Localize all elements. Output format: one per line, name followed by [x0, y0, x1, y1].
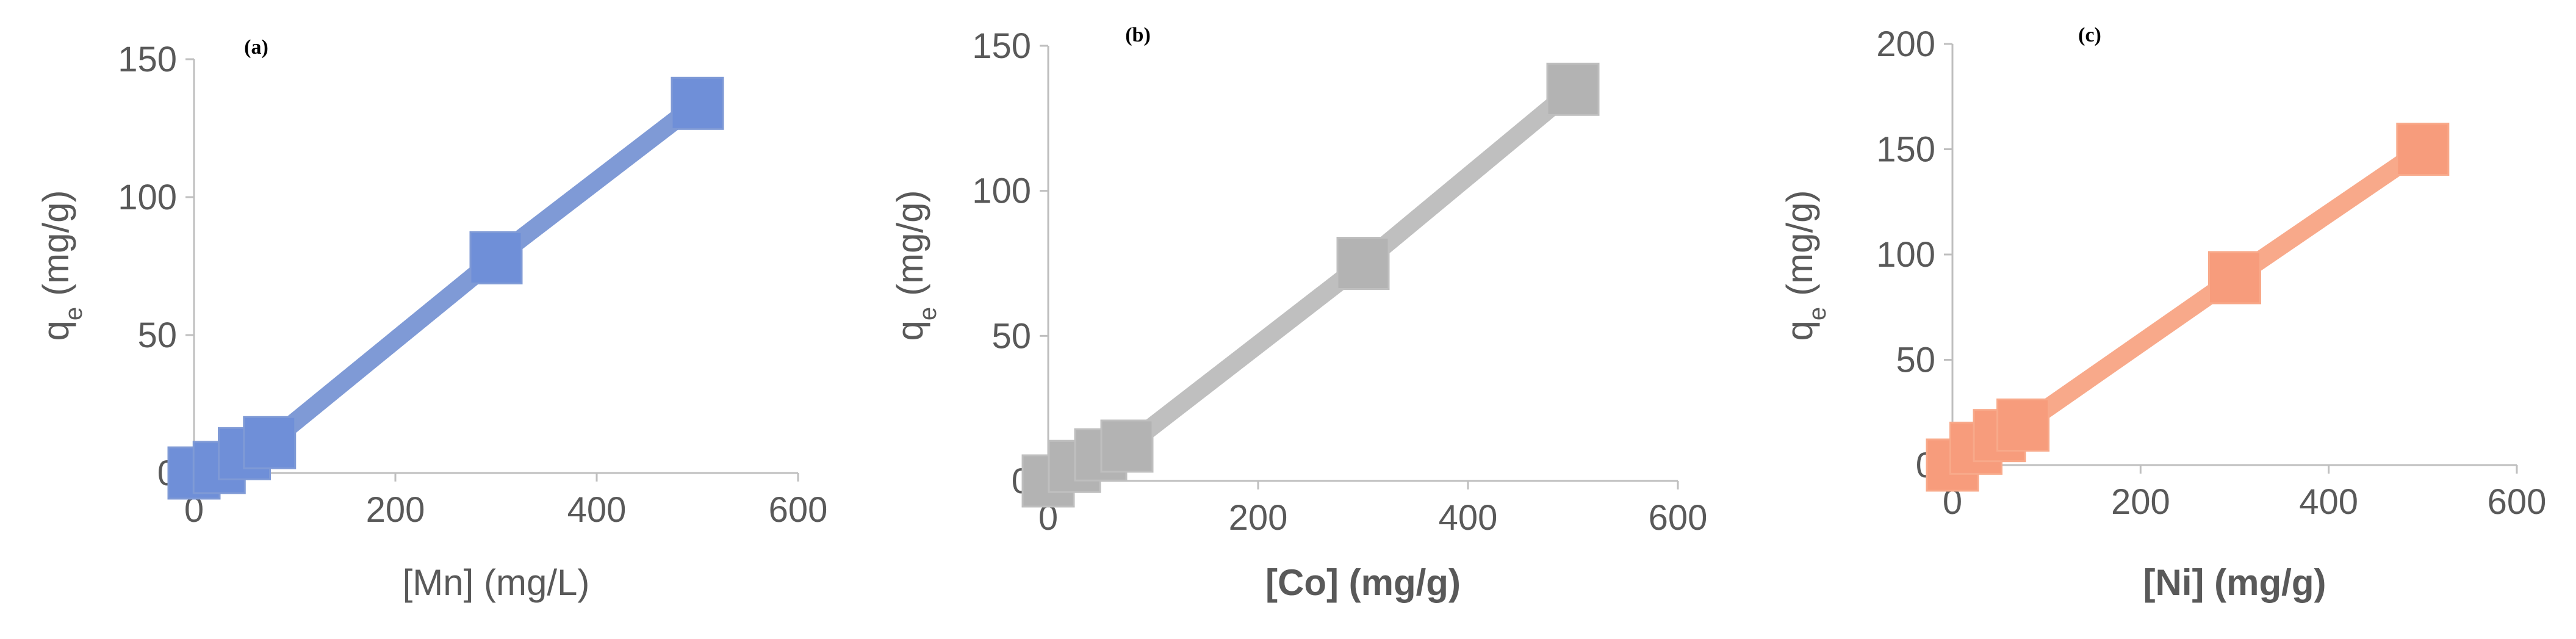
x-axis-label: [Co] (mg/g) [1265, 562, 1461, 603]
data-point-marker [1996, 398, 2050, 452]
y-tick-label: 50 [1896, 341, 1935, 380]
data-point-marker [2208, 251, 2261, 305]
x-axis-label: [Mn] (mg/L) [403, 562, 590, 603]
y-axis-label-unit: (mg/g) [890, 190, 930, 296]
x-tick-label: 400 [2299, 482, 2358, 522]
y-tick-label: 100 [118, 178, 177, 217]
x-tick-label: 600 [2488, 482, 2547, 522]
x-tick-label: 600 [769, 490, 828, 530]
y-tick-label: 50 [991, 316, 1031, 356]
data-point-marker [2396, 123, 2450, 176]
data-point-marker [1100, 419, 1154, 473]
y-axis-label-unit: (mg/g) [1779, 190, 1820, 296]
y-tick-label: 150 [972, 26, 1031, 66]
y-axis-label-symbol: q [1779, 320, 1820, 341]
y-axis-label-symbol: q [35, 320, 76, 341]
y-axis-label-symbol: q [890, 320, 930, 341]
y-tick-label: 200 [1876, 24, 1935, 64]
x-tick-label: 400 [567, 490, 627, 530]
data-point-marker [671, 76, 724, 130]
panel-label: (a) [244, 36, 268, 59]
y-tick-label: 150 [118, 40, 177, 79]
x-axis-label: [Ni] (mg/g) [2143, 562, 2326, 603]
y-tick-label: 150 [1876, 130, 1935, 170]
x-tick-label: 200 [366, 490, 425, 530]
x-tick-label: 200 [1229, 498, 1288, 538]
x-tick-label: 600 [1649, 498, 1708, 538]
panel-label: (b) [1125, 24, 1151, 46]
data-point-marker [1336, 237, 1390, 290]
y-tick-label: 100 [1876, 235, 1935, 275]
y-axis-label-subscript: e [915, 307, 941, 320]
y-axis-label: qe (mg/g) [35, 190, 87, 341]
data-point-marker [469, 231, 523, 284]
panel-label: (c) [2078, 24, 2101, 46]
x-tick-label: 400 [1439, 498, 1498, 538]
y-tick-label: 50 [137, 316, 177, 355]
y-axis-label-unit: (mg/g) [35, 190, 76, 296]
y-axis-label-subscript: e [60, 307, 87, 320]
data-point-marker [1546, 62, 1600, 116]
y-axis-label: qe (mg/g) [1779, 190, 1831, 341]
x-tick-label: 200 [2111, 482, 2170, 522]
y-axis-label-subscript: e [1804, 307, 1831, 320]
data-point-marker [243, 416, 297, 469]
y-tick-label: 100 [972, 171, 1031, 211]
y-axis-label: qe (mg/g) [890, 190, 941, 341]
